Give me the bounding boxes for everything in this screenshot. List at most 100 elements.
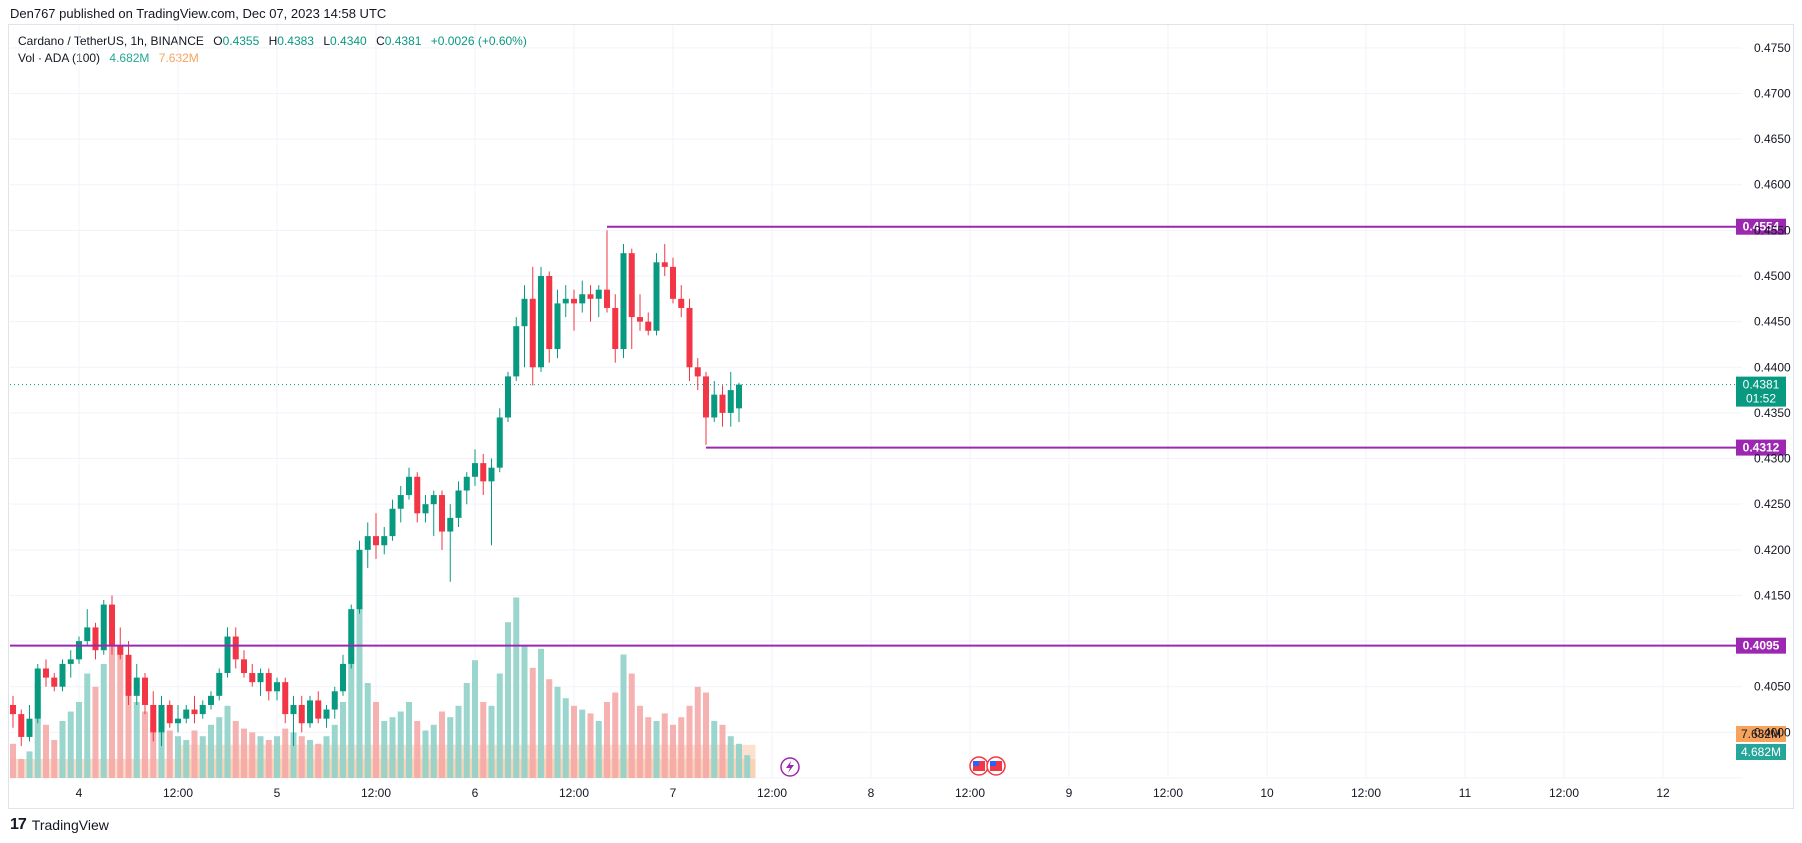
volume-label[interactable]: Vol · ADA (100) [18, 51, 101, 65]
candle-body [397, 495, 404, 509]
volume-bar [26, 751, 33, 778]
volume-bar [736, 743, 742, 778]
candle-body [719, 394, 726, 413]
volume-bar [463, 683, 470, 778]
candle-body [51, 677, 58, 687]
volume-bar [224, 705, 231, 778]
candle-body [125, 654, 132, 696]
x-tick-label: 12:00 [1351, 786, 1381, 800]
volume-bar [711, 721, 718, 778]
chart-legend: Cardano / TetherUS, 1h, BINANCE O0.4355 … [18, 33, 527, 67]
candle-body [158, 704, 165, 733]
volume-bar [686, 705, 693, 778]
ohlc-row: Cardano / TetherUS, 1h, BINANCE O0.4355 … [18, 33, 527, 50]
candle-body [282, 682, 289, 715]
volume-bar [257, 736, 264, 778]
candle-body [488, 467, 495, 482]
volume-bar [133, 702, 140, 778]
candle-body [150, 704, 157, 733]
candle-body [620, 253, 627, 350]
candle-body [480, 463, 487, 482]
close-value: 0.4381 [384, 34, 422, 48]
low-key: L [323, 34, 331, 48]
lightning-icon-bolt [786, 761, 794, 773]
volume-bar [653, 721, 660, 778]
volume-bar [67, 711, 74, 778]
candle-body [595, 289, 602, 299]
volume-bar [637, 705, 643, 778]
candle-body [183, 709, 190, 719]
volume-bar [373, 702, 379, 778]
y-tick-label: 0.4750 [1754, 41, 1791, 55]
volume-bar [422, 730, 429, 778]
volume-bar [356, 607, 363, 778]
volume-bar [216, 717, 223, 778]
candle-body [340, 663, 346, 692]
y-tick-label: 0.4000 [1754, 725, 1791, 739]
volume-bar [265, 740, 272, 778]
current-price-label: 0.4381 [1743, 378, 1780, 392]
candle-body [133, 677, 140, 696]
candle-body [274, 682, 280, 692]
candle-body [224, 636, 231, 674]
candle-body [686, 307, 693, 368]
tradingview-logo[interactable]: 17 TradingView [10, 816, 109, 834]
flag-canton [990, 761, 996, 766]
candle-body [92, 627, 99, 651]
candle-body [43, 668, 49, 678]
volume-bar [455, 705, 462, 778]
x-tick-label: 11 [1459, 786, 1472, 800]
candle-body [670, 266, 676, 299]
volume-bar [505, 622, 511, 778]
x-tick-label: 8 [868, 786, 875, 800]
candle-body [554, 303, 561, 350]
candle-body [18, 714, 25, 737]
volume-bar [323, 736, 330, 778]
volume-bar [249, 732, 256, 778]
y-tick-label: 0.4250 [1754, 497, 1791, 511]
candle-body [356, 549, 363, 610]
y-tick-label: 0.4650 [1754, 132, 1791, 146]
candle-body [496, 417, 503, 468]
candle-body [331, 691, 338, 710]
chart-area[interactable] [8, 24, 1794, 809]
us-flag-icon [969, 756, 989, 776]
volume-bar [109, 635, 115, 778]
candle-body [199, 704, 206, 715]
volume-bar [290, 732, 297, 778]
volume-bar [546, 679, 553, 778]
volume-badge-label: 4.682M [1741, 745, 1781, 759]
volume-ma-badge-label: 7.632M [1741, 727, 1781, 741]
volume-bar [208, 724, 214, 778]
candle-body [521, 298, 528, 327]
level-badge [1736, 218, 1786, 235]
volume-bar [298, 736, 305, 778]
x-tick-label: 12:00 [955, 786, 985, 800]
volume-bar [595, 721, 602, 778]
lightning-icon [780, 757, 800, 777]
volume-bar [389, 717, 396, 778]
volume-value: 4.682M [109, 51, 150, 65]
candle-body [307, 700, 313, 724]
volume-bar [513, 597, 520, 778]
flag-canton [973, 761, 979, 766]
candle-body [505, 376, 511, 418]
candle-body [546, 276, 553, 350]
volume-bar [232, 721, 239, 778]
candle-body [10, 704, 16, 715]
volume-bar [562, 698, 569, 778]
y-tick-label: 0.4350 [1754, 406, 1791, 420]
volume-bar [142, 711, 148, 778]
candle-body [298, 704, 305, 724]
volume-bar [587, 713, 594, 778]
symbol-label[interactable]: Cardano / TetherUS, 1h, BINANCE [18, 34, 204, 48]
volume-bar [439, 711, 445, 778]
candle-body [389, 508, 396, 537]
tradingview-logo-text: TradingView [31, 817, 109, 833]
candle-body [26, 718, 33, 737]
volume-bar [92, 686, 99, 778]
volume-bar [538, 648, 544, 778]
volume-bar [51, 740, 58, 778]
candle-body [208, 695, 214, 705]
